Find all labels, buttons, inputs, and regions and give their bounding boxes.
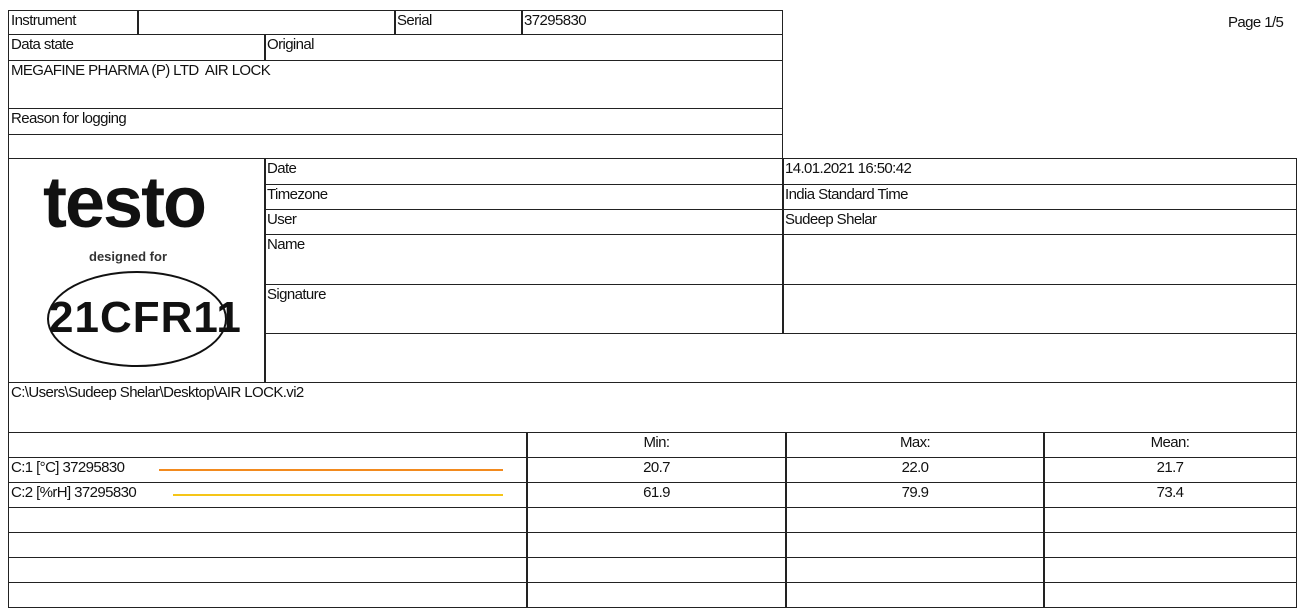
stats-header-blank [8, 432, 528, 458]
channel-1-max: 22.0 [785, 457, 1045, 483]
timezone-value: India Standard Time [782, 184, 1297, 210]
serial-label: Serial [394, 10, 523, 35]
signature-value [782, 284, 1297, 334]
empty-stats-cell [526, 582, 787, 608]
empty-stats-cell [1043, 532, 1297, 558]
user-label: User [264, 209, 784, 235]
channel-2-max: 79.9 [785, 482, 1045, 508]
channel-2-min: 61.9 [526, 482, 787, 508]
channel-1-min: 20.7 [526, 457, 787, 483]
instrument-label: Instrument [8, 10, 139, 35]
channel-label: C:2 [%rH] 37295830 [11, 484, 137, 501]
empty-stats-cell [8, 532, 528, 558]
date-label: Date [264, 158, 784, 185]
empty-stats-cell [526, 557, 787, 583]
data-state-label: Data state [8, 34, 266, 61]
empty-cell [264, 333, 1297, 383]
channel-2-mean: 73.4 [1043, 482, 1297, 508]
reason-value [8, 134, 783, 159]
signature-label: Signature [264, 284, 784, 334]
cfr-seal-logo: 21CFR11 [47, 271, 241, 367]
channel-1-mean: 21.7 [1043, 457, 1297, 483]
name-label: Name [264, 234, 784, 285]
testo-logo: testo [43, 163, 207, 243]
empty-stats-cell [785, 507, 1045, 533]
empty-stats-cell [785, 557, 1045, 583]
file-path: C:\Users\Sudeep Shelar\Desktop\AIR LOCK.… [8, 382, 1297, 433]
empty-stats-cell [8, 582, 528, 608]
empty-stats-cell [8, 507, 528, 533]
stats-header-min: Min: [526, 432, 787, 458]
reason-label: Reason for logging [8, 108, 783, 135]
serial-value: 37295830 [521, 10, 783, 35]
page-number: Page 1/5 [1228, 14, 1284, 31]
instrument-value [137, 10, 396, 35]
channel-2-legend-line [173, 494, 503, 496]
channel-2-label: C:2 [%rH] 37295830 [8, 482, 528, 508]
empty-stats-cell [1043, 582, 1297, 608]
channel-1-label: C:1 [°C] 37295830 [8, 457, 528, 483]
description: MEGAFINE PHARMA (P) LTD AIR LOCK [8, 60, 783, 109]
empty-stats-cell [785, 532, 1045, 558]
empty-stats-cell [8, 557, 528, 583]
channel-label: C:1 [°C] 37295830 [11, 459, 125, 476]
logo-cell: testo designed for 21CFR11 [8, 158, 266, 383]
stats-header-max: Max: [785, 432, 1045, 458]
data-state-value: Original [264, 34, 783, 61]
timezone-label: Timezone [264, 184, 784, 210]
logo-tagline: designed for [89, 249, 168, 264]
empty-stats-cell [1043, 507, 1297, 533]
name-value [782, 234, 1297, 285]
stats-header-mean: Mean: [1043, 432, 1297, 458]
channel-1-legend-line [159, 469, 503, 471]
empty-stats-cell [1043, 557, 1297, 583]
user-value: Sudeep Shelar [782, 209, 1297, 235]
date-value: 14.01.2021 16:50:42 [782, 158, 1297, 185]
empty-stats-cell [526, 507, 787, 533]
empty-stats-cell [526, 532, 787, 558]
empty-stats-cell [785, 582, 1045, 608]
